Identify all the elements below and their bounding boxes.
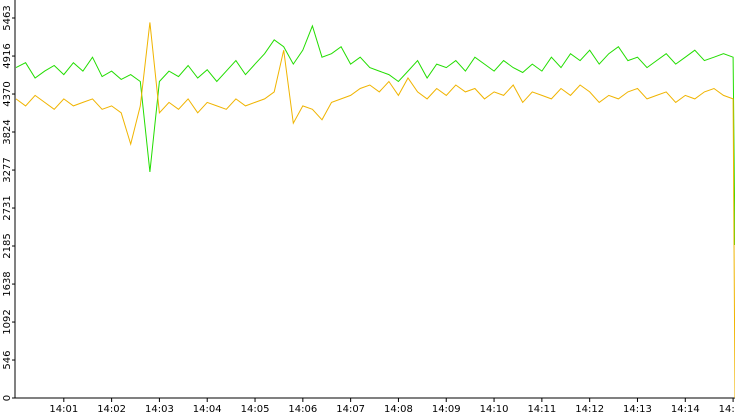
series-line [15, 22, 735, 399]
x-tick-label: 14:05 [241, 404, 270, 415]
x-tick-label: 14:15 [719, 404, 735, 415]
x-tick-label: 14:03 [145, 404, 174, 415]
x-tick-label: 14:01 [49, 404, 78, 415]
x-tick-label: 14:13 [623, 404, 652, 415]
x-tick-label: 14:10 [480, 404, 509, 415]
x-tick-label: 14:11 [527, 404, 556, 415]
y-tick-label: 1092 [2, 309, 13, 334]
x-tick-label: 14:12 [575, 404, 604, 415]
y-tick-label: 0 [2, 395, 13, 401]
y-tick-label: 3824 [2, 119, 13, 144]
series-line [15, 24, 735, 246]
x-tick-label: 14:14 [671, 404, 700, 415]
x-tick-label: 14:04 [193, 404, 222, 415]
x-tick-label: 14:07 [336, 404, 365, 415]
y-tick-label: 4916 [2, 43, 13, 68]
x-tick-label: 14:02 [97, 404, 126, 415]
x-tick-label: 14:06 [288, 404, 317, 415]
y-tick-label: 2731 [2, 195, 13, 220]
y-tick-label: 2185 [2, 233, 13, 258]
y-tick-label: 3277 [2, 157, 13, 182]
y-tick-label: 546 [2, 350, 13, 369]
y-tick-label: 4370 [2, 81, 13, 106]
x-tick-label: 14:09 [432, 404, 461, 415]
y-tick-label: 1638 [2, 271, 13, 296]
y-tick-label: 5463 [2, 5, 13, 30]
x-tick-label: 14:08 [384, 404, 413, 415]
